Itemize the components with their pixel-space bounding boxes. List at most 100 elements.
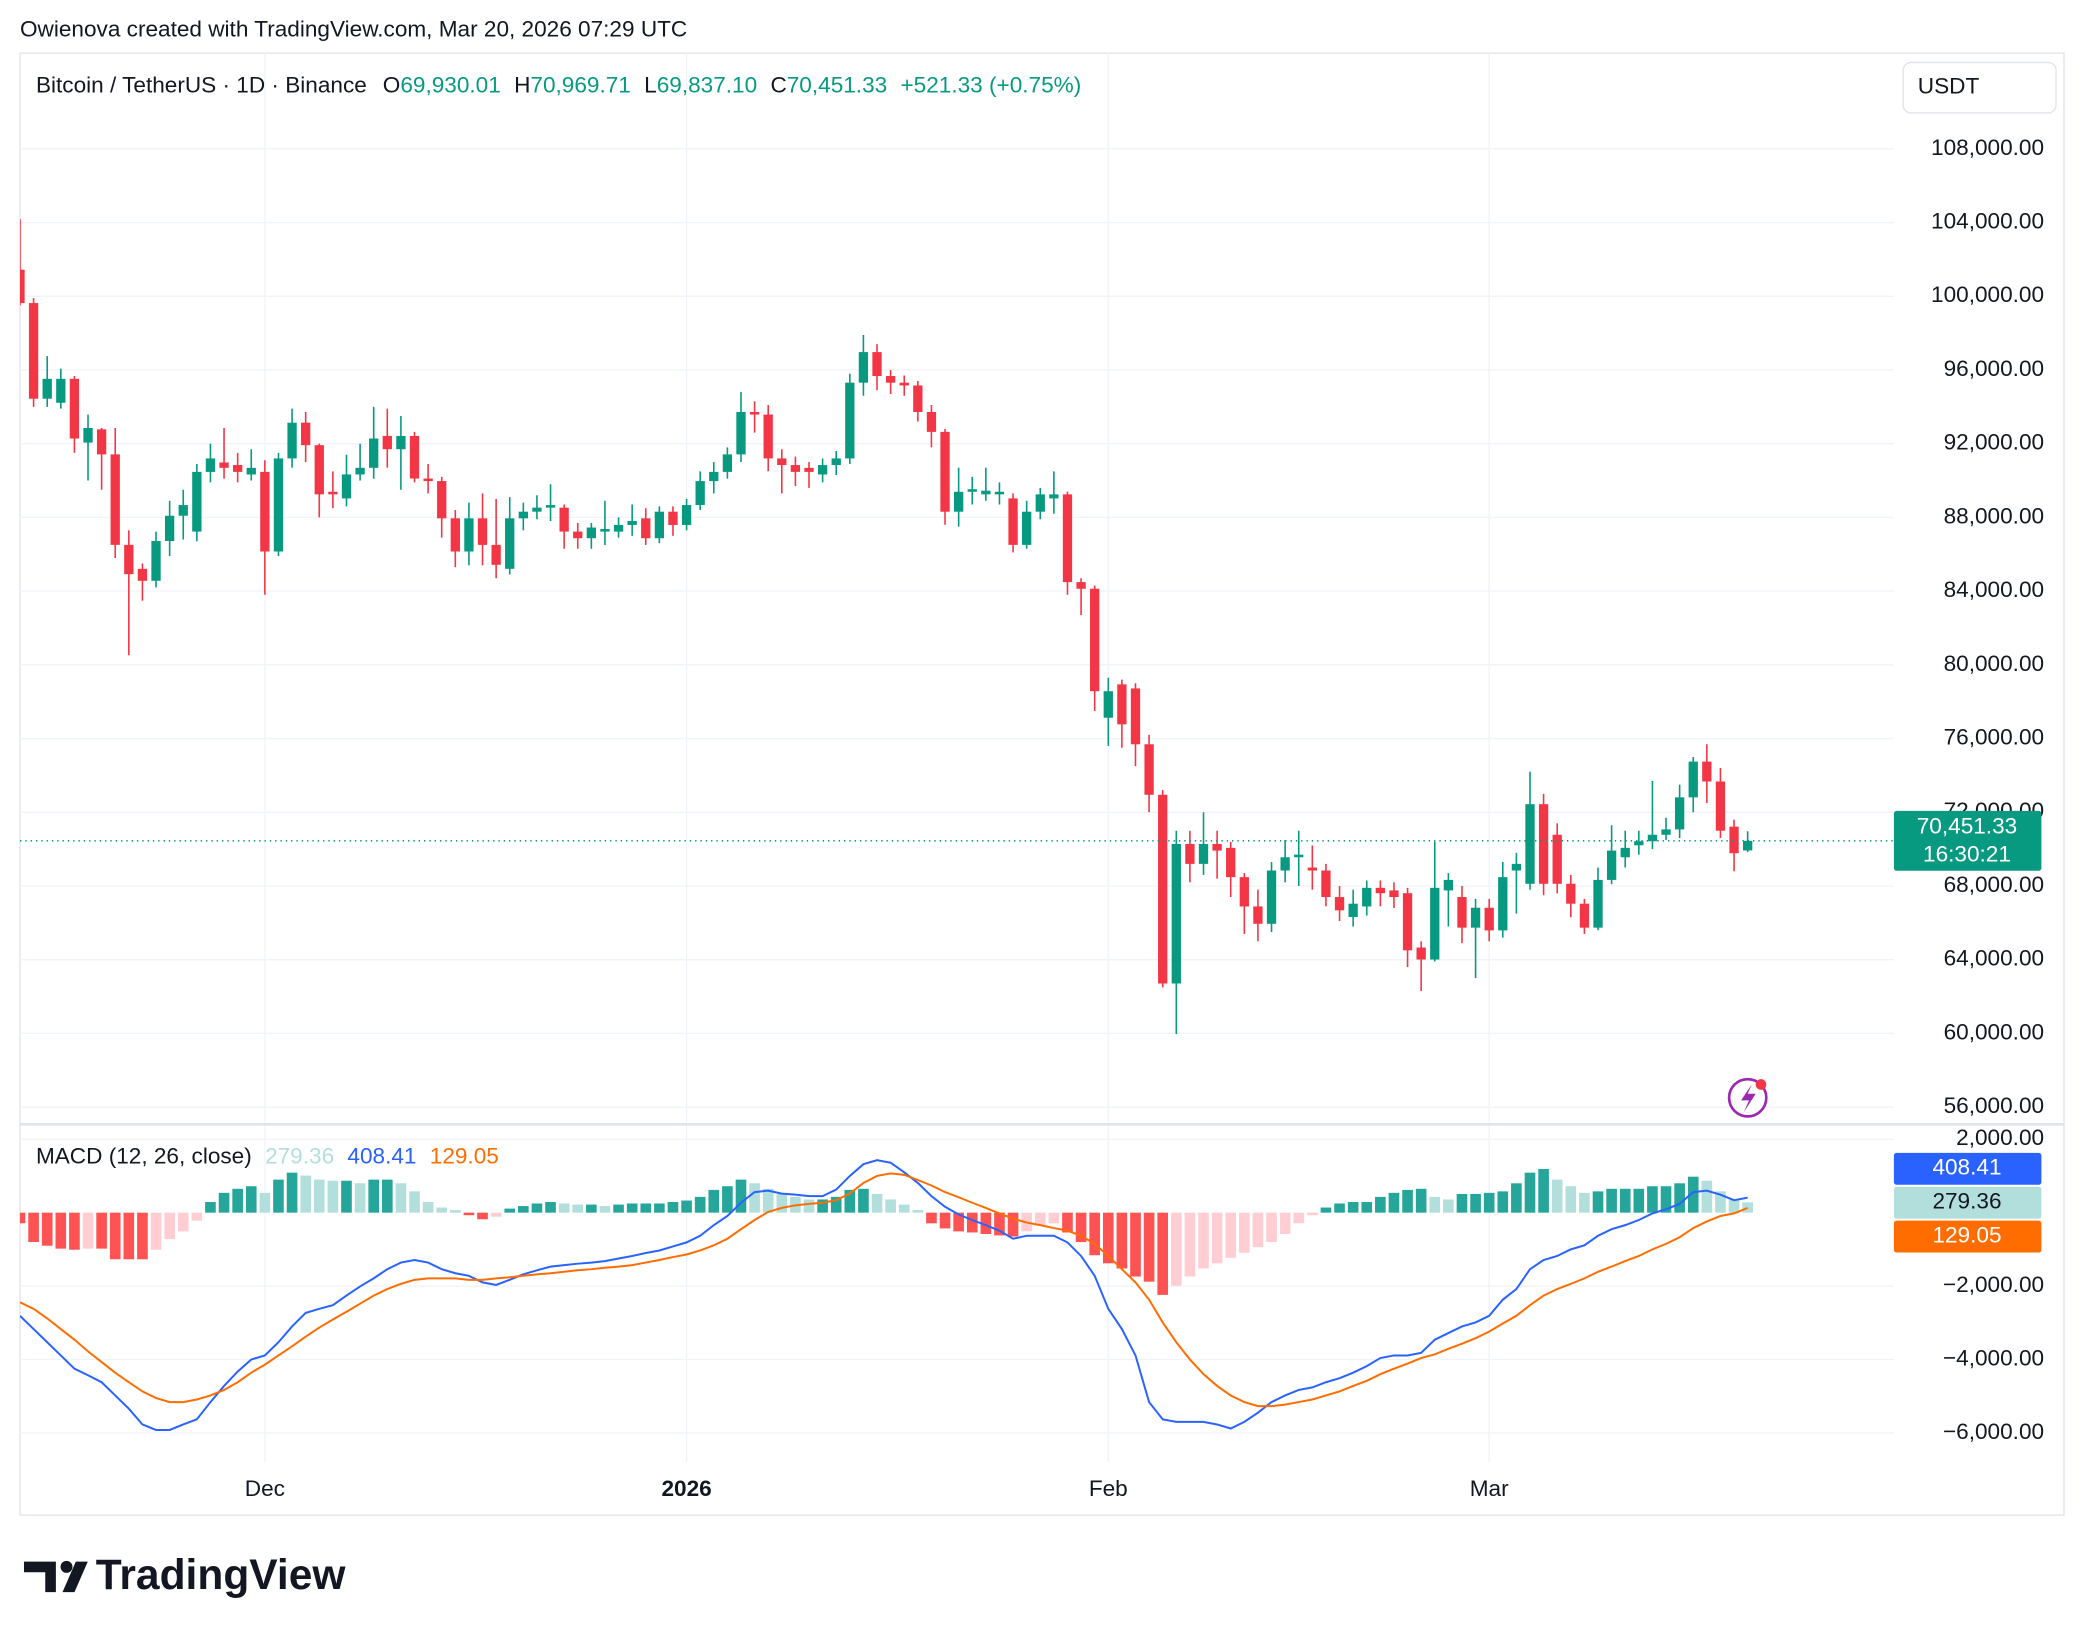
histogram-bar bbox=[1538, 1168, 1549, 1213]
currency-button[interactable] bbox=[1902, 61, 2057, 114]
histogram-bar bbox=[939, 1212, 951, 1229]
candle-body bbox=[1008, 498, 1018, 545]
chart-frame bbox=[19, 52, 2065, 1516]
x-tick-label: Feb bbox=[1089, 1476, 1128, 1501]
histogram-bar bbox=[1157, 1212, 1169, 1295]
histogram-bar bbox=[817, 1199, 828, 1213]
candle-body bbox=[1538, 804, 1549, 884]
y-tick-label: 92,000.00 bbox=[1944, 430, 2044, 455]
candle-body bbox=[532, 507, 542, 512]
histogram-bar bbox=[1130, 1212, 1141, 1277]
candle-body bbox=[1702, 761, 1712, 782]
candle-body bbox=[613, 524, 624, 532]
candle-body bbox=[301, 422, 311, 446]
histogram-bar bbox=[885, 1199, 896, 1213]
candle-body bbox=[19, 269, 25, 304]
candle-body bbox=[559, 507, 569, 532]
histogram-bar bbox=[395, 1183, 407, 1213]
indicator-line bbox=[19, 1159, 1748, 1431]
logo-text: TradingView bbox=[96, 1552, 347, 1599]
histogram-bar bbox=[626, 1203, 638, 1213]
candle-body bbox=[1457, 897, 1467, 928]
histogram-bar bbox=[654, 1203, 665, 1213]
candle-body bbox=[790, 465, 801, 472]
histogram-bar bbox=[409, 1191, 420, 1213]
candle-body bbox=[1226, 847, 1236, 878]
candle-body bbox=[1362, 887, 1372, 907]
histogram-bar bbox=[19, 1212, 26, 1224]
candle-body bbox=[205, 458, 216, 472]
alert-dot[interactable] bbox=[1755, 1079, 1767, 1090]
histogram-bar bbox=[1279, 1212, 1291, 1234]
histogram-bar bbox=[150, 1212, 162, 1250]
candle-body bbox=[1443, 879, 1454, 891]
candle-body bbox=[1307, 867, 1317, 871]
histogram-bar bbox=[1184, 1212, 1196, 1277]
candle-body bbox=[110, 454, 120, 545]
alert-icon[interactable] bbox=[1727, 1077, 1768, 1118]
y-tick-label: 64,000.00 bbox=[1944, 946, 2044, 971]
histogram-bar bbox=[1619, 1188, 1631, 1213]
histogram-bar bbox=[1497, 1191, 1509, 1213]
histogram-bar bbox=[1415, 1188, 1427, 1213]
candle-body bbox=[953, 491, 964, 512]
histogram-bar bbox=[1089, 1212, 1100, 1256]
histogram-bar bbox=[898, 1204, 910, 1213]
candle-body bbox=[872, 352, 882, 377]
candle-body bbox=[641, 518, 651, 539]
histogram-bar bbox=[1347, 1202, 1359, 1213]
last-price-label: 70,451.33 bbox=[1917, 814, 2017, 839]
histogram-bar bbox=[232, 1188, 243, 1213]
alert-bolt[interactable] bbox=[1741, 1084, 1756, 1113]
candle-body bbox=[1484, 907, 1494, 931]
y-tick-label: −4,000.00 bbox=[1943, 1345, 2044, 1370]
last-price-tag bbox=[1893, 810, 2042, 871]
candle-body bbox=[681, 505, 692, 525]
candle-body bbox=[1062, 494, 1073, 583]
histogram-bar bbox=[545, 1202, 556, 1213]
histogram-bar bbox=[1361, 1202, 1373, 1213]
logo-mark-dot bbox=[60, 1560, 73, 1573]
candle-body bbox=[1334, 897, 1345, 911]
symbol-title: Bitcoin / TetherUS · 1D · Binance bbox=[36, 72, 367, 97]
histogram-bar bbox=[1211, 1212, 1223, 1264]
histogram-bar bbox=[286, 1172, 298, 1213]
y-tick-label: 104,000.00 bbox=[1931, 208, 2044, 233]
histogram-bar bbox=[313, 1179, 325, 1213]
candle-body bbox=[1729, 826, 1739, 854]
histogram-bar bbox=[1252, 1212, 1264, 1248]
y-tick-label: 68,000.00 bbox=[1944, 872, 2044, 897]
candle-body bbox=[1498, 877, 1508, 931]
value-tag bbox=[1893, 1152, 2042, 1185]
candle-body bbox=[1416, 947, 1426, 960]
candle-body bbox=[967, 489, 977, 492]
candle-body bbox=[913, 385, 923, 412]
histogram-bar bbox=[341, 1180, 352, 1213]
y-tick-label: 56,000.00 bbox=[1944, 1093, 2044, 1118]
histogram-bar bbox=[1524, 1172, 1536, 1213]
histogram-bar bbox=[1225, 1212, 1237, 1258]
histogram-bar bbox=[1579, 1192, 1590, 1213]
histogram-bar bbox=[273, 1179, 284, 1213]
histogram-bar bbox=[681, 1200, 692, 1213]
histogram-bar bbox=[327, 1180, 339, 1213]
currency-label[interactable]: USDT bbox=[1918, 74, 1980, 99]
histogram-bar bbox=[1266, 1212, 1277, 1243]
histogram-bar bbox=[422, 1202, 434, 1213]
y-tick-label: −6,000.00 bbox=[1943, 1419, 2044, 1444]
histogram-bar bbox=[1606, 1188, 1617, 1213]
histogram-bar bbox=[1443, 1199, 1454, 1213]
candle-body bbox=[1348, 903, 1358, 917]
histogram-bar bbox=[531, 1203, 543, 1213]
histogram-bar bbox=[1170, 1212, 1182, 1286]
histogram-bar bbox=[191, 1212, 203, 1221]
candle-body bbox=[382, 435, 392, 450]
candle-body bbox=[763, 414, 773, 459]
candle-body bbox=[926, 411, 937, 432]
ohlc-key: C bbox=[770, 72, 786, 97]
axes: 56,000.0060,000.0064,000.0068,000.0072,0… bbox=[245, 135, 2044, 1501]
candle-body bbox=[1511, 863, 1522, 871]
value-tag bbox=[1893, 1186, 2042, 1219]
indicator-line bbox=[19, 1172, 1749, 1408]
